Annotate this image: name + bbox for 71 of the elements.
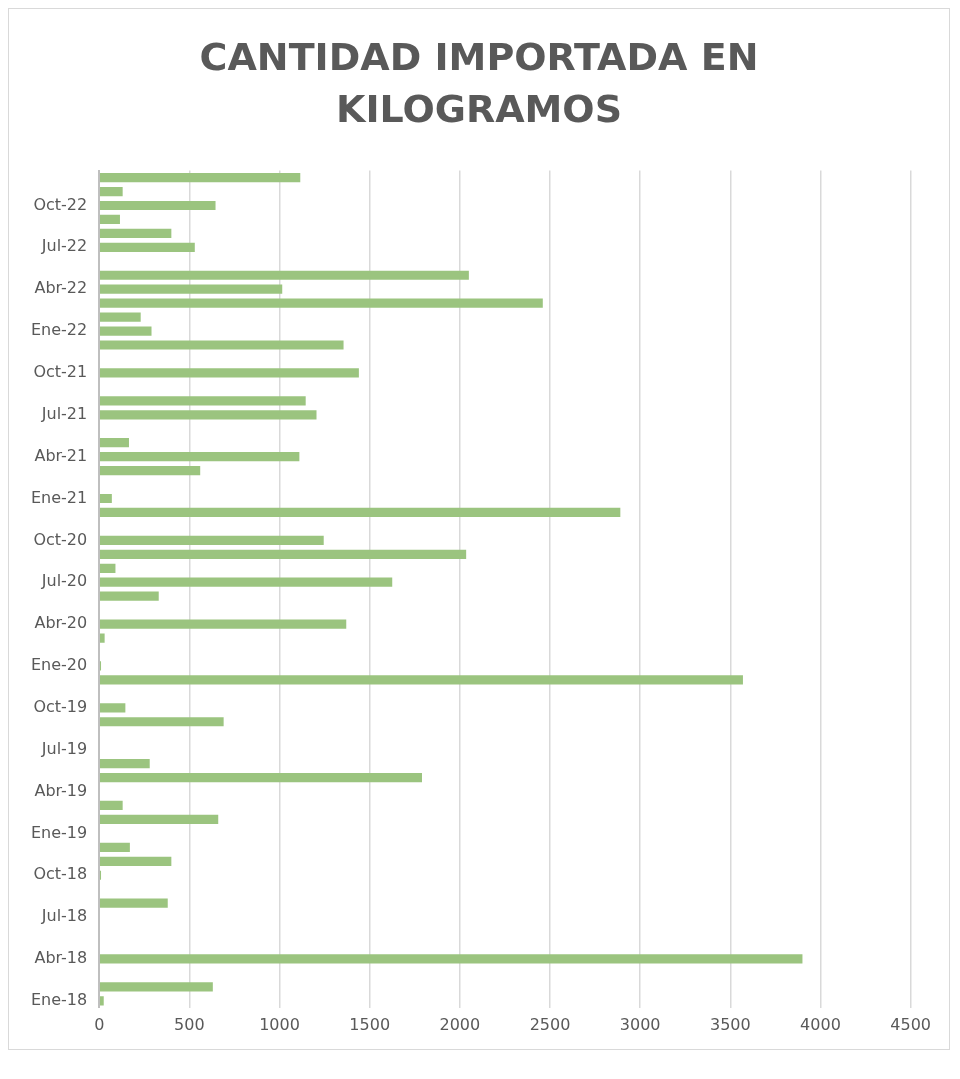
chart-title: CANTIDAD IMPORTADA EN KILOGRAMOS	[198, 34, 760, 133]
bar	[99, 982, 213, 992]
y-tick-label: Abr-19	[34, 780, 88, 800]
y-tick-label: Ene-19	[30, 822, 88, 842]
bar	[99, 242, 195, 252]
x-tick-label: 2500	[529, 1014, 571, 1034]
bar	[99, 591, 159, 601]
y-tick-label: Jul-19	[40, 738, 88, 758]
bar	[99, 703, 126, 713]
bar	[99, 186, 123, 197]
y-tick-label: Ene-21	[30, 487, 88, 507]
y-tick-label: Abr-18	[34, 948, 88, 968]
bar	[99, 326, 152, 336]
bar	[99, 172, 301, 183]
bar	[99, 619, 347, 629]
bar	[99, 368, 359, 378]
y-tick-label: Abr-21	[34, 445, 88, 465]
x-tick-label: 500	[174, 1014, 205, 1034]
bar	[99, 340, 344, 350]
x-tick-label: 4500	[890, 1014, 931, 1034]
y-tick-label: Oct-21	[33, 362, 88, 382]
bar	[99, 814, 219, 825]
y-tick-label: Ene-18	[30, 989, 88, 1009]
bar	[99, 535, 324, 545]
bar	[99, 842, 130, 852]
bar	[99, 438, 129, 448]
bar	[99, 577, 393, 587]
y-tick-label: Jul-22	[40, 236, 88, 256]
x-tick-label: 1500	[349, 1014, 391, 1034]
y-tick-label: Jul-20	[40, 571, 88, 591]
y-tick-label: Ene-22	[30, 320, 88, 340]
bar	[99, 270, 469, 280]
y-tick-label: Ene-20	[30, 655, 88, 675]
y-tick-label: Jul-18	[40, 906, 88, 926]
bar	[99, 996, 104, 1006]
bar	[99, 549, 467, 559]
bar	[99, 633, 105, 643]
y-tick-label: Oct-19	[33, 696, 88, 716]
x-tick-label: 2000	[439, 1014, 481, 1034]
bar	[99, 465, 201, 476]
bar	[99, 898, 168, 908]
y-tick-label: Oct-20	[33, 529, 88, 549]
y-tick-label: Abr-20	[34, 613, 88, 633]
bar	[99, 772, 422, 783]
bar	[99, 298, 543, 308]
x-tick-label: 3500	[709, 1014, 751, 1034]
bar	[99, 452, 300, 462]
x-tick-label: 4000	[800, 1014, 841, 1034]
bar	[99, 675, 743, 685]
bar	[99, 284, 283, 294]
bar	[99, 717, 224, 727]
x-tick-label: 1000	[259, 1014, 300, 1034]
y-tick-label: Oct-22	[33, 194, 88, 214]
bar	[99, 856, 172, 866]
bar	[99, 396, 306, 406]
y-tick-label: Jul-21	[40, 403, 88, 423]
y-tick-label: Oct-18	[33, 864, 88, 884]
bar	[99, 507, 621, 518]
bar	[99, 563, 116, 573]
bar	[99, 759, 150, 769]
bar	[99, 214, 120, 225]
bar	[99, 312, 141, 322]
x-tick-label: 3000	[619, 1014, 661, 1034]
bar	[99, 410, 317, 420]
bar	[99, 200, 216, 211]
bar	[99, 954, 803, 964]
bar	[99, 800, 123, 811]
x-tick-label: 0	[94, 1014, 105, 1034]
bar	[99, 493, 112, 504]
bar	[99, 228, 172, 238]
y-tick-label: Abr-22	[34, 278, 88, 298]
